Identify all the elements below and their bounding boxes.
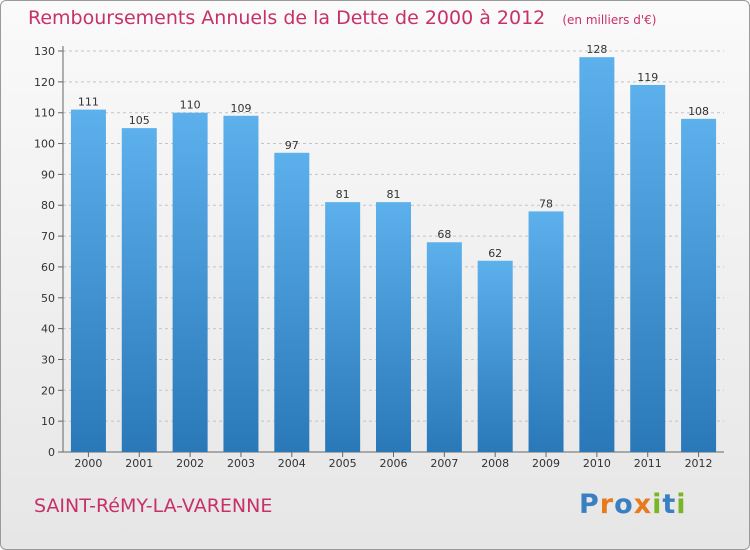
logo-letter: t bbox=[662, 489, 677, 520]
bar-value-label: 68 bbox=[437, 228, 451, 241]
y-tick-label: 120 bbox=[34, 76, 55, 89]
y-tick-label: 50 bbox=[41, 292, 55, 305]
bar bbox=[172, 112, 208, 452]
x-tick-label: 2009 bbox=[532, 457, 560, 470]
bar-value-label: 78 bbox=[539, 197, 553, 210]
bar bbox=[630, 84, 666, 452]
y-tick-label: 90 bbox=[41, 168, 55, 181]
y-tick-label: 130 bbox=[34, 45, 55, 58]
bar-value-label: 81 bbox=[336, 188, 350, 201]
logo-letter: i bbox=[652, 489, 663, 520]
x-tick-label: 2006 bbox=[380, 457, 408, 470]
bar bbox=[325, 202, 361, 452]
y-tick-label: 20 bbox=[41, 384, 55, 397]
y-tick-label: 60 bbox=[41, 261, 55, 274]
bar bbox=[121, 128, 157, 452]
y-tick-label: 10 bbox=[41, 415, 55, 428]
x-tick-label: 2002 bbox=[176, 457, 204, 470]
y-tick-label: 40 bbox=[41, 323, 55, 336]
logo-letter: o bbox=[614, 489, 634, 520]
proxiti-logo: Proxiti bbox=[579, 489, 687, 520]
logo-letter: P bbox=[579, 489, 600, 520]
x-tick-label: 2010 bbox=[583, 457, 611, 470]
x-tick-label: 2003 bbox=[227, 457, 255, 470]
y-tick-label: 0 bbox=[48, 446, 55, 459]
x-tick-label: 2007 bbox=[430, 457, 458, 470]
x-tick-label: 2001 bbox=[125, 457, 153, 470]
x-tick-label: 2008 bbox=[481, 457, 509, 470]
bar bbox=[70, 109, 106, 452]
y-tick-label: 70 bbox=[41, 230, 55, 243]
bar bbox=[528, 211, 564, 452]
bar bbox=[376, 202, 411, 452]
x-tick-label: 2011 bbox=[634, 457, 662, 470]
bar bbox=[681, 118, 717, 452]
bar bbox=[477, 260, 513, 452]
bar bbox=[579, 57, 615, 453]
bar-value-label: 109 bbox=[230, 102, 251, 115]
chart-subtitle: (en milliers d'€) bbox=[562, 13, 657, 27]
bar-value-label: 81 bbox=[387, 188, 401, 201]
bar-value-label: 110 bbox=[180, 99, 201, 112]
commune-name: SAINT-RéMY-LA-VARENNE bbox=[34, 495, 273, 517]
logo-letter: i bbox=[676, 489, 687, 520]
y-tick-label: 30 bbox=[41, 353, 55, 366]
logo-letter: r bbox=[599, 489, 615, 520]
bar bbox=[223, 115, 259, 453]
bar-value-label: 97 bbox=[285, 139, 299, 152]
y-tick-label: 80 bbox=[41, 199, 55, 212]
title-row: Remboursements Annuels de la Dette de 20… bbox=[28, 7, 656, 29]
bar bbox=[426, 242, 462, 452]
y-tick-label: 100 bbox=[34, 138, 55, 151]
bar-value-label: 105 bbox=[129, 114, 150, 127]
y-tick-label: 110 bbox=[34, 107, 55, 120]
bar-value-label: 111 bbox=[78, 96, 99, 109]
x-tick-label: 2004 bbox=[278, 457, 306, 470]
bar-value-label: 62 bbox=[488, 247, 502, 260]
bar-value-label: 119 bbox=[637, 71, 658, 84]
bar-value-label: 108 bbox=[688, 105, 709, 118]
chart-title: Remboursements Annuels de la Dette de 20… bbox=[28, 7, 546, 29]
bar bbox=[274, 152, 310, 453]
logo-letter: x bbox=[633, 489, 653, 520]
x-tick-label: 2005 bbox=[329, 457, 357, 470]
bar-value-label: 128 bbox=[586, 43, 607, 56]
x-tick-label: 2012 bbox=[685, 457, 713, 470]
x-tick-label: 2000 bbox=[74, 457, 102, 470]
